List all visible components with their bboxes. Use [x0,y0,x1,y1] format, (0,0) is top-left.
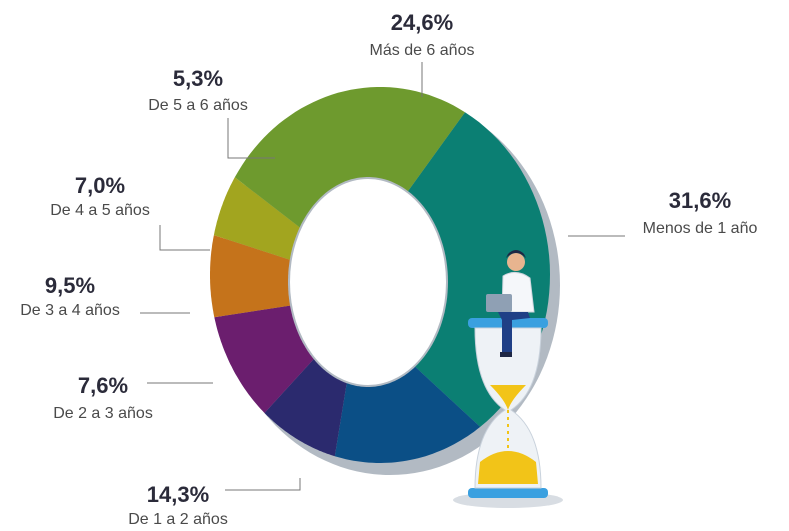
category-label: De 2 a 3 años [53,405,153,422]
donut-hole [290,179,446,385]
value-label: 5,3% [173,66,223,91]
value-label: 14,3% [147,482,209,507]
category-label: De 3 a 4 años [20,302,120,319]
leader-line [225,478,300,490]
chart: 31,6% Menos de 1 año 14,3% De 1 a 2 años 7,6… [0,0,789,531]
category-label: De 1 a 2 años [128,511,228,528]
category-label: De 5 a 6 años [148,97,248,114]
category-label: Menos de 1 año [643,220,758,237]
donut [210,87,550,463]
value-label: 7,0% [75,173,125,198]
value-label: 9,5% [45,273,95,298]
value-label: 31,6% [669,188,731,213]
category-label: Más de 6 años [370,42,475,59]
leader-line [160,225,210,250]
value-label: 24,6% [391,10,453,35]
category-label: De 4 a 5 años [50,202,150,219]
value-label: 7,6% [78,373,128,398]
